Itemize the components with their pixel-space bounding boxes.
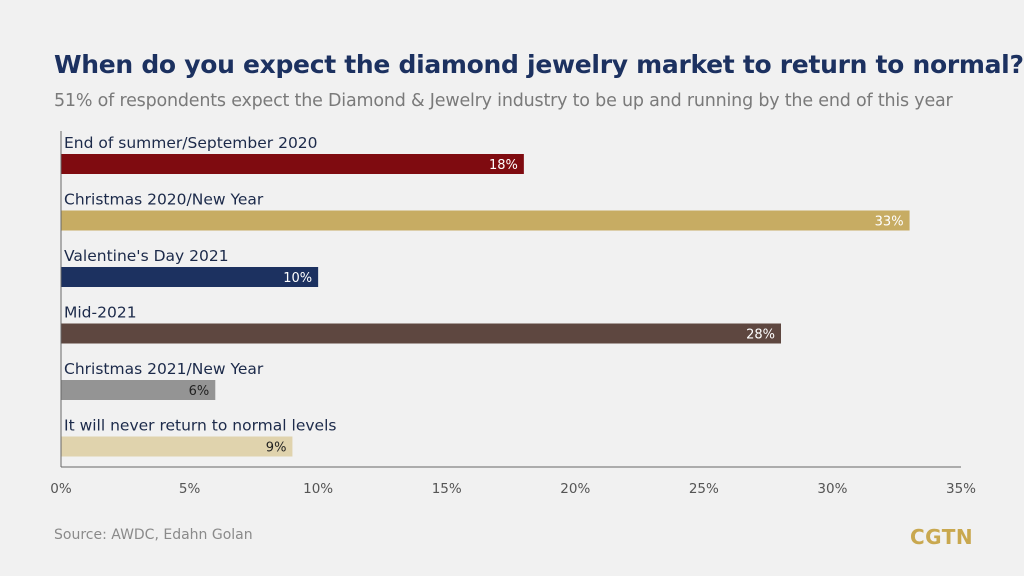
bar: [61, 154, 524, 174]
bar-value-label: 28%: [746, 328, 775, 343]
chart-title: When do you expect the diamond jewelry m…: [54, 50, 1024, 79]
bar: [61, 323, 781, 344]
category-label: End of summer/September 2020: [64, 134, 318, 152]
x-tick-label: 10%: [303, 481, 333, 497]
bars-group: End of summer/September 2020 18% Christmas…: [61, 134, 910, 457]
bar-value-label: 18%: [489, 158, 518, 173]
category-label: Christmas 2021/New Year: [64, 360, 264, 378]
bar-value-label: 33%: [875, 215, 904, 230]
category-label: Christmas 2020/New Year: [64, 191, 264, 209]
category-label: It will never return to normal levels: [64, 417, 336, 435]
x-tick-label: 0%: [50, 481, 72, 497]
x-axis-ticks: 0% 5% 10% 15% 20% 25% 30% 35%: [50, 481, 976, 497]
bar: [61, 210, 910, 231]
bar-value-label: 10%: [283, 271, 312, 286]
x-tick-label: 15%: [432, 481, 462, 497]
category-label: Valentine's Day 2021: [64, 247, 229, 265]
cgtn-logo: CGTN: [910, 525, 974, 549]
x-tick-label: 35%: [946, 481, 976, 497]
chart-subtitle: 51% of respondents expect the Diamond & …: [54, 91, 953, 111]
bar-value-label: 9%: [266, 441, 287, 456]
bar: [61, 380, 216, 400]
bar: [61, 267, 319, 287]
category-label: Mid-2021: [64, 304, 137, 322]
x-tick-label: 30%: [817, 481, 847, 497]
bar: [61, 436, 293, 457]
bar-value-label: 6%: [189, 384, 210, 399]
source-note: Source: AWDC, Edahn Golan: [54, 527, 253, 543]
x-tick-label: 20%: [560, 481, 590, 497]
x-tick-label: 25%: [689, 481, 719, 497]
x-tick-label: 5%: [179, 481, 201, 497]
